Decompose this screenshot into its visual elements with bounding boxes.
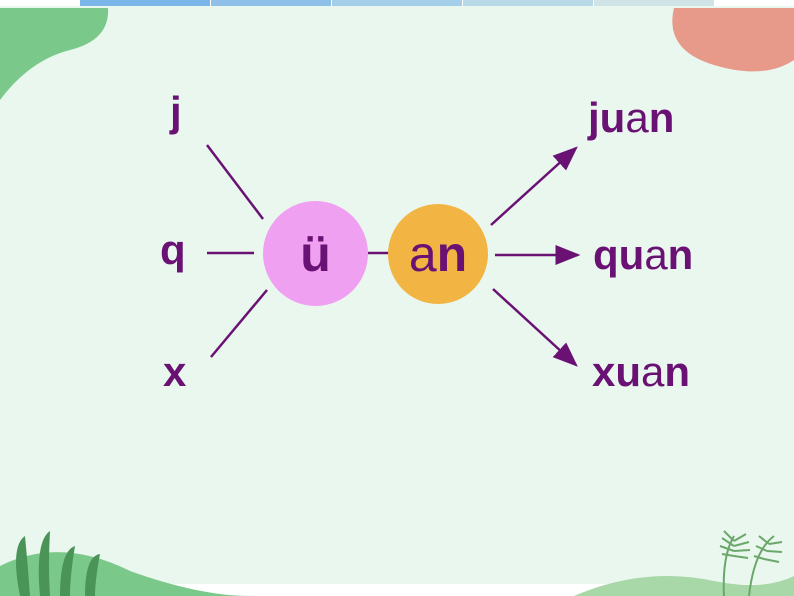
vowel-circle: ü [263, 201, 368, 306]
vowel-text: ü [300, 225, 331, 283]
connector-lines-layer [0, 0, 794, 596]
initial-q: q [160, 226, 186, 274]
slide-canvas: j q x ü an juan quan xuan [0, 0, 794, 596]
result-0: juan [588, 94, 674, 142]
final-text: an [409, 225, 467, 283]
result-2: xuan [592, 348, 690, 396]
connector-line-4 [491, 148, 576, 225]
connector-line-6 [493, 289, 576, 365]
connector-line-0 [207, 145, 263, 219]
connector-line-2 [211, 290, 267, 357]
result-1: quan [593, 231, 693, 279]
initial-j: j [170, 88, 182, 136]
initial-x: x [163, 348, 186, 396]
final-circle: an [388, 204, 488, 304]
